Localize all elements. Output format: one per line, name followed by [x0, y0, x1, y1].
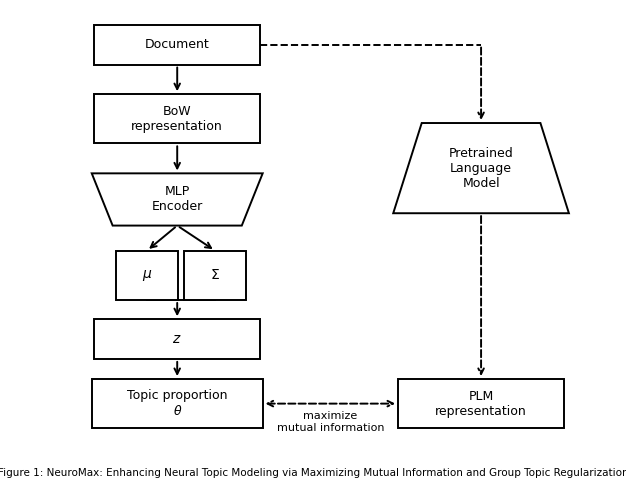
FancyBboxPatch shape — [184, 251, 246, 300]
Text: BoW
representation: BoW representation — [131, 105, 223, 133]
Text: PLM
representation: PLM representation — [435, 390, 527, 418]
Text: $\mu$: $\mu$ — [141, 268, 152, 283]
Text: Document: Document — [145, 38, 210, 51]
FancyArrowPatch shape — [268, 401, 393, 407]
FancyBboxPatch shape — [94, 25, 260, 65]
FancyBboxPatch shape — [94, 94, 260, 144]
FancyArrowPatch shape — [175, 67, 180, 89]
FancyBboxPatch shape — [116, 251, 178, 300]
FancyArrowPatch shape — [180, 227, 211, 248]
Text: MLP
Encoder: MLP Encoder — [151, 185, 203, 214]
Text: $z$: $z$ — [172, 332, 182, 346]
Text: Figure 1: NeuroMax: Enhancing Neural Topic Modeling via Maximizing Mutual Inform: Figure 1: NeuroMax: Enhancing Neural Top… — [0, 468, 626, 478]
Polygon shape — [92, 173, 263, 226]
FancyBboxPatch shape — [398, 379, 564, 428]
Text: $\Sigma$: $\Sigma$ — [210, 268, 220, 282]
Polygon shape — [393, 123, 569, 213]
FancyArrowPatch shape — [478, 48, 484, 118]
FancyArrowPatch shape — [175, 362, 180, 374]
FancyArrowPatch shape — [151, 228, 175, 248]
FancyArrowPatch shape — [175, 146, 180, 168]
FancyArrowPatch shape — [478, 216, 484, 374]
Text: Pretrained
Language
Model: Pretrained Language Model — [449, 146, 513, 190]
FancyArrowPatch shape — [175, 303, 180, 314]
Text: Topic proportion
$\theta$: Topic proportion $\theta$ — [127, 389, 227, 418]
Text: maximize
mutual information: maximize mutual information — [277, 411, 384, 433]
FancyBboxPatch shape — [92, 379, 263, 428]
FancyBboxPatch shape — [94, 319, 260, 359]
